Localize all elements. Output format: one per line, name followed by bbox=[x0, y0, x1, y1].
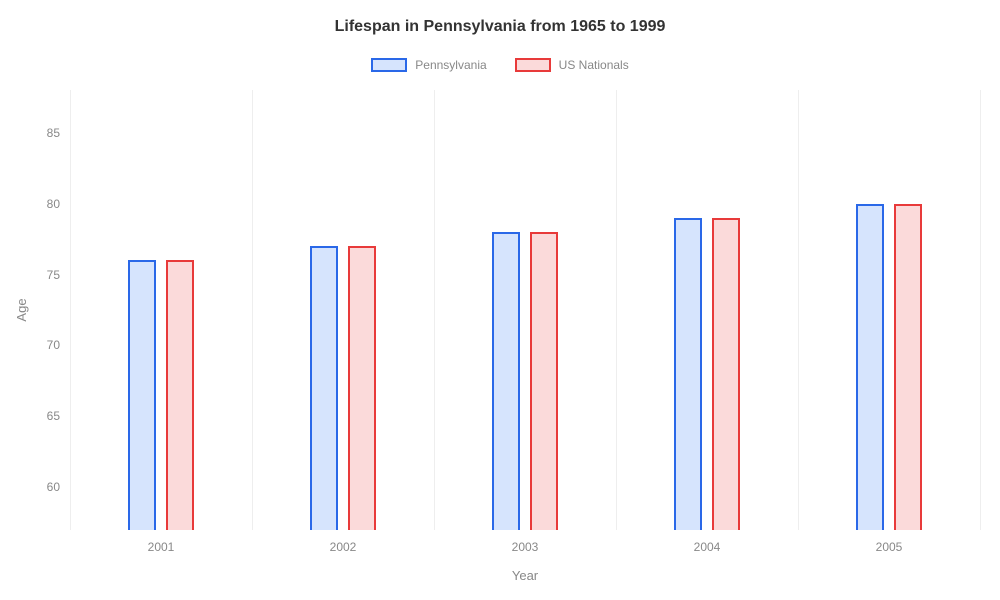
legend-swatch bbox=[515, 58, 551, 72]
bar bbox=[128, 260, 156, 530]
y-tick-label: 70 bbox=[47, 338, 60, 352]
plot-area: 60657075808520012002200320042005 bbox=[70, 90, 980, 530]
x-tick-label: 2003 bbox=[512, 540, 539, 554]
legend-item-1: US Nationals bbox=[515, 58, 629, 72]
legend-item-0: Pennsylvania bbox=[371, 58, 486, 72]
x-axis-title: Year bbox=[512, 568, 538, 583]
legend-label: Pennsylvania bbox=[415, 58, 486, 72]
plot-wrap: 60657075808520012002200320042005 bbox=[70, 90, 980, 530]
y-tick-label: 80 bbox=[47, 197, 60, 211]
y-axis-title: Age bbox=[14, 298, 29, 321]
x-tick-label: 2005 bbox=[876, 540, 903, 554]
y-tick-label: 60 bbox=[47, 480, 60, 494]
chart-title: Lifespan in Pennsylvania from 1965 to 19… bbox=[0, 0, 1000, 36]
y-tick-label: 85 bbox=[47, 126, 60, 140]
gridline-v bbox=[252, 90, 253, 530]
bar bbox=[894, 204, 922, 530]
gridline-v bbox=[70, 90, 71, 530]
gridline-v bbox=[616, 90, 617, 530]
y-tick-label: 75 bbox=[47, 268, 60, 282]
x-tick-label: 2002 bbox=[330, 540, 357, 554]
gridline-v bbox=[798, 90, 799, 530]
bar bbox=[530, 232, 558, 530]
legend-label: US Nationals bbox=[559, 58, 629, 72]
x-tick-label: 2004 bbox=[694, 540, 721, 554]
legend-swatch bbox=[371, 58, 407, 72]
bar bbox=[674, 218, 702, 530]
bar bbox=[348, 246, 376, 530]
x-tick-label: 2001 bbox=[148, 540, 175, 554]
y-tick-label: 65 bbox=[47, 409, 60, 423]
gridline-v bbox=[980, 90, 981, 530]
bar bbox=[712, 218, 740, 530]
legend: Pennsylvania US Nationals bbox=[0, 58, 1000, 72]
gridline-v bbox=[434, 90, 435, 530]
bar bbox=[166, 260, 194, 530]
bar bbox=[310, 246, 338, 530]
chart-root: Lifespan in Pennsylvania from 1965 to 19… bbox=[0, 0, 1000, 600]
bar bbox=[856, 204, 884, 530]
bar bbox=[492, 232, 520, 530]
